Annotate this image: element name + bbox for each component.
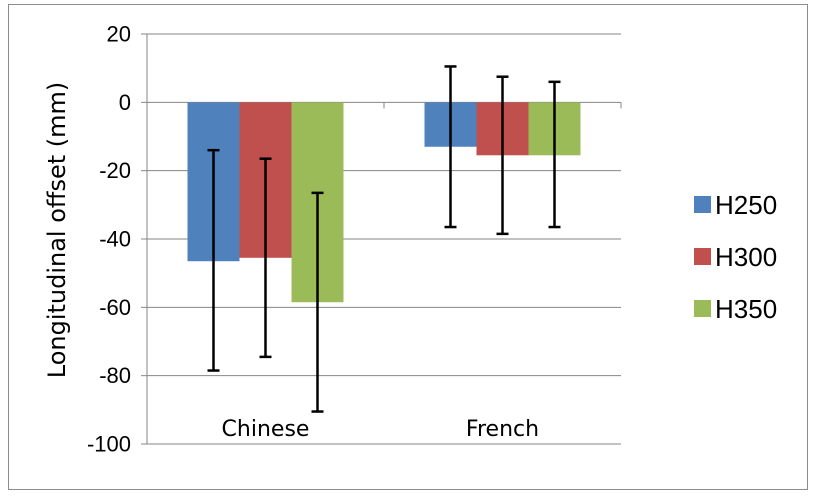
error-bars bbox=[207, 65, 561, 413]
legend-label: H250 bbox=[715, 190, 777, 220]
y-tick-label: -20 bbox=[99, 158, 131, 183]
y-tick-label: 20 bbox=[107, 22, 131, 47]
legend: H250 H300 H350 bbox=[694, 190, 777, 324]
y-tick-labels: 20 0 -20 -40 -60 -80 -100 bbox=[87, 22, 131, 457]
y-tick-label: 0 bbox=[119, 90, 131, 115]
category-label: Chinese bbox=[222, 417, 310, 442]
legend-label: H350 bbox=[715, 294, 777, 324]
y-tick-label: -100 bbox=[87, 432, 131, 457]
y-tick-label: -60 bbox=[99, 295, 131, 320]
legend-swatch-h300 bbox=[694, 248, 711, 265]
y-tick-label: -80 bbox=[99, 363, 131, 388]
legend-swatch-h250 bbox=[694, 196, 711, 213]
legend-swatch-h350 bbox=[694, 300, 711, 317]
bars bbox=[187, 102, 581, 303]
y-axis-label: Longitudinal offset (mm) bbox=[43, 82, 71, 379]
category-label: French bbox=[466, 417, 539, 442]
y-tick-label: -40 bbox=[99, 227, 131, 252]
legend-label: H300 bbox=[715, 242, 777, 272]
category-labels: Chinese French bbox=[222, 417, 540, 442]
chart-frame bbox=[8, 4, 808, 490]
